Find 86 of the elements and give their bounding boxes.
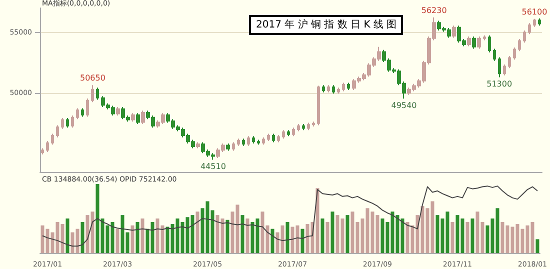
candlestick xyxy=(196,142,200,149)
bar xyxy=(80,222,84,253)
candlestick xyxy=(66,117,69,128)
candlestick xyxy=(297,124,300,132)
bar xyxy=(326,222,330,253)
annotation: 56230 xyxy=(421,6,447,15)
bar xyxy=(116,228,120,253)
candlestick xyxy=(257,139,260,146)
annotation: 56100 xyxy=(522,7,548,16)
bar xyxy=(136,222,140,253)
candlestick xyxy=(247,136,250,146)
candlestick xyxy=(116,106,120,116)
candlestick xyxy=(81,108,84,118)
candlestick xyxy=(252,136,255,144)
candlestick xyxy=(528,22,531,35)
bar xyxy=(270,228,274,253)
candlestick xyxy=(76,108,79,120)
bar xyxy=(330,212,334,253)
candlestick xyxy=(46,140,49,152)
candlestick xyxy=(136,112,140,125)
candlestick xyxy=(317,85,320,126)
candlestick xyxy=(232,142,235,152)
candlestick xyxy=(96,87,99,100)
candlestick xyxy=(347,82,350,90)
candlestick xyxy=(467,36,471,47)
bar xyxy=(130,225,134,253)
candlestick xyxy=(267,133,270,142)
candlestick xyxy=(226,142,230,152)
bar xyxy=(320,218,324,253)
bar xyxy=(286,222,290,253)
bar xyxy=(226,220,230,253)
candlestick xyxy=(498,56,501,78)
bar xyxy=(450,222,454,253)
candlestick xyxy=(523,30,526,44)
candlestick xyxy=(452,25,456,38)
candlestick xyxy=(342,82,345,92)
candlestick xyxy=(488,34,491,53)
candlestick xyxy=(131,112,135,122)
candlestick xyxy=(242,138,245,146)
bar xyxy=(466,222,470,253)
candlestick xyxy=(302,124,305,131)
candlestick xyxy=(272,133,275,143)
candlestick xyxy=(307,122,310,131)
bar xyxy=(66,218,70,253)
candlestick xyxy=(503,64,506,76)
candlestick xyxy=(237,138,240,146)
bar xyxy=(240,215,244,253)
text: 2017 年 沪 铜 指 数 日 K 线 图 xyxy=(256,18,397,30)
candlestick xyxy=(86,98,89,118)
annotation: 50650 xyxy=(80,74,106,83)
candlestick xyxy=(493,48,496,62)
candlestick xyxy=(56,124,59,138)
candlestick xyxy=(327,84,330,93)
bar xyxy=(470,218,474,253)
candlestick xyxy=(287,130,290,137)
candlestick xyxy=(41,148,44,155)
candlestick xyxy=(322,84,325,93)
candlestick xyxy=(533,18,536,28)
candlestick xyxy=(513,46,516,60)
annotation: 49540 xyxy=(391,101,417,110)
candlestick xyxy=(518,38,521,52)
candlestick xyxy=(61,117,64,130)
candlestick xyxy=(472,36,476,50)
candlestick xyxy=(141,110,145,125)
candlestick xyxy=(91,84,94,103)
bar xyxy=(140,218,144,253)
candlestick xyxy=(71,115,74,128)
candlestick xyxy=(282,130,285,140)
candlestick xyxy=(538,18,541,26)
annotation: 51300 xyxy=(486,80,512,89)
bar xyxy=(196,212,200,253)
annotation: 44510 xyxy=(200,162,226,172)
candlestick xyxy=(508,55,511,69)
bar xyxy=(246,218,250,253)
candlestick xyxy=(332,84,335,94)
candlestick xyxy=(262,136,265,146)
candlestick xyxy=(277,134,280,143)
candlestick xyxy=(477,36,481,50)
candlestick xyxy=(337,87,340,94)
candlestick xyxy=(312,121,315,127)
bar xyxy=(536,239,540,253)
candlestick xyxy=(51,133,54,146)
bar xyxy=(300,228,304,253)
candlestick xyxy=(292,127,295,137)
bar xyxy=(346,215,350,253)
candlestick xyxy=(483,34,486,41)
